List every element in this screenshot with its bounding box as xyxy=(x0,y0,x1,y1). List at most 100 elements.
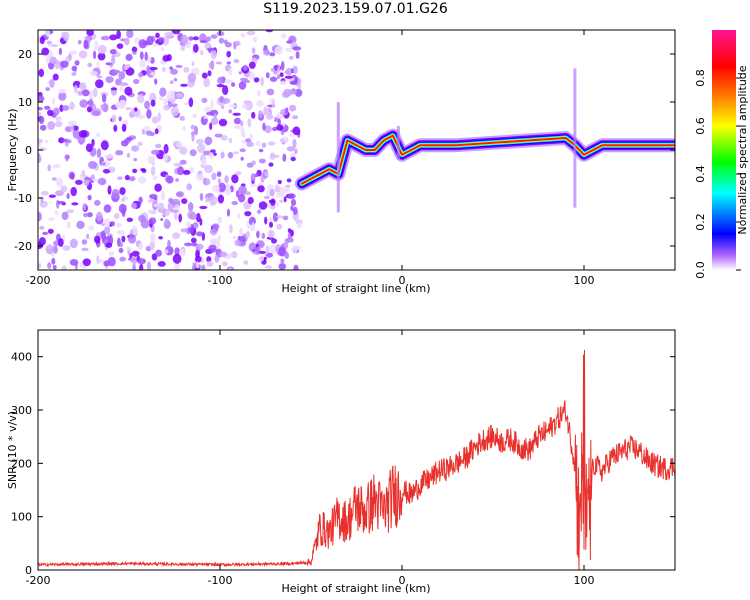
spectrogram-noise-blob xyxy=(255,140,261,147)
spectrogram-noise-blob xyxy=(258,158,266,164)
spectrogram-noise-blob xyxy=(232,151,239,155)
spectrogram-noise-blob xyxy=(78,50,88,59)
spectrogram-noise-blob xyxy=(95,79,104,89)
spectrogram-noise-blob xyxy=(65,154,69,162)
spectrogram-noise-blob xyxy=(216,84,225,88)
spectrogram-noise-blob xyxy=(231,200,238,206)
spectrogram-noise-blob xyxy=(96,148,102,159)
spectrogram-noise-blob xyxy=(70,186,77,197)
spectrogram-noise-blob xyxy=(55,190,64,197)
spectrogram-noise-blob xyxy=(261,232,266,240)
spectrogram-noise xyxy=(38,30,303,270)
spectrogram-noise-blob xyxy=(292,206,298,216)
spectrogram-noise-blob xyxy=(69,259,79,266)
colorbar-tick-label: 0.2 xyxy=(694,213,707,231)
snr-panel: -200 -100 0 100 0 100 200 300 400 Height of str… xyxy=(6,329,676,595)
spectrogram-noise-blob xyxy=(151,149,160,155)
spectrogram-noise-blob xyxy=(203,78,211,88)
spectrogram-noise-blob xyxy=(126,30,134,39)
spectrogram-noise-blob xyxy=(77,90,83,96)
spectrogram-noise-blob xyxy=(201,264,206,270)
spectrogram-noise-blob xyxy=(76,220,85,230)
spectrogram-noise-blob xyxy=(75,179,83,185)
spectrogram-noise-blob xyxy=(160,218,164,221)
spectrogram-noise-blob xyxy=(164,218,169,226)
spectrogram-noise-blob xyxy=(270,198,276,206)
spectrogram-noise-blob xyxy=(94,235,101,244)
spectrogram-noise-blob xyxy=(157,261,166,267)
spectrogram-noise-blob xyxy=(279,199,284,203)
spectrogram-noise-blob xyxy=(199,192,204,201)
spectrogram-noise-blob xyxy=(83,39,89,49)
spectrogram-noise-blob xyxy=(81,239,88,245)
spectrogram-noise-blob xyxy=(167,239,171,250)
spectrogram-noise-blob xyxy=(83,212,89,218)
spectrogram-noise-blob xyxy=(82,202,87,211)
spectrogram-noise-blob xyxy=(118,203,127,214)
spectrogram-noise-blob xyxy=(131,46,138,53)
spectrogram-noise-blob xyxy=(290,156,296,162)
spectrogram-noise-blob xyxy=(137,176,147,184)
spectrogram-noise-blob xyxy=(45,57,52,64)
spectrogram-noise-blob xyxy=(94,199,101,206)
spectrogram-noise-blob xyxy=(268,230,274,238)
spectrogram-noise-blob xyxy=(133,158,138,162)
spectrogram-noise-blob xyxy=(176,141,183,148)
spectrogram-noise-blob xyxy=(54,121,63,128)
spectrogram-noise-blob xyxy=(217,194,225,204)
spectrogram-noise-blob xyxy=(288,133,295,137)
spectrogram-noise-blob xyxy=(169,66,174,70)
spectrogram-noise-blob xyxy=(163,98,168,106)
y-tick-label: 200 xyxy=(11,457,32,470)
spectrogram-noise-blob xyxy=(251,222,255,231)
spectrogram-noise-blob xyxy=(152,176,158,181)
spectrogram-noise-blob xyxy=(126,136,133,142)
spectrogram-noise-blob xyxy=(219,251,227,258)
spectrogram-noise-blob xyxy=(172,232,181,239)
spectrogram-noise-blob xyxy=(119,187,126,195)
spectrogram-noise-blob xyxy=(51,257,56,265)
spectrogram-noise-blob xyxy=(161,47,165,52)
spectrogram-noise-blob xyxy=(236,213,241,219)
spectrogram-noise-blob xyxy=(272,126,278,132)
spectrogram-noise-blob xyxy=(100,35,110,41)
spectrogram-noise-blob xyxy=(233,59,240,64)
spectrogram-noise-blob xyxy=(244,211,252,217)
spectrogram-noise-blob xyxy=(112,69,121,74)
spectrogram-noise-blob xyxy=(295,51,300,59)
spectrogram-noise-blob xyxy=(197,143,206,153)
spectrogram-noise-blob xyxy=(199,205,208,210)
spectrogram-noise-blob xyxy=(258,148,264,153)
spectrogram-noise-blob xyxy=(124,174,130,181)
spectrogram-noise-blob xyxy=(214,254,220,263)
spectrogram-noise-blob xyxy=(71,72,76,76)
spectrogram-noise-blob xyxy=(116,229,126,236)
spectrogram-noise-blob xyxy=(160,190,166,201)
spectrogram-noise-blob xyxy=(233,117,241,125)
spectrogram-noise-blob xyxy=(39,200,48,208)
spectrogram-noise-blob xyxy=(201,72,208,79)
spectrogram-noise-blob xyxy=(269,188,275,197)
spectrogram-noise-blob xyxy=(126,152,131,158)
spectrogram-noise-blob xyxy=(89,70,98,77)
spectrogram-noise-blob xyxy=(283,196,287,203)
spectrogram-noise-blob xyxy=(284,251,290,259)
spectrogram-noise-blob xyxy=(246,30,256,36)
spectrogram-noise-blob xyxy=(101,93,107,103)
spectrogram-noise-blob xyxy=(251,47,256,54)
spectrogram-noise-blob xyxy=(273,70,279,75)
spectrogram-noise-blob xyxy=(125,107,132,111)
spectrogram-noise-blob xyxy=(178,213,182,223)
snr-x-ticks: -200 -100 0 100 xyxy=(26,330,595,587)
spectrogram-noise-blob xyxy=(107,256,116,267)
spectrogram-noise-blob xyxy=(96,75,103,79)
spectrogram-noise-blob xyxy=(87,62,93,68)
spectrogram-noise-blob xyxy=(166,175,174,184)
spectrogram-noise-blob xyxy=(52,164,61,169)
spectrogram-noise-blob xyxy=(91,138,95,147)
spectrogram-noise-blob xyxy=(247,118,252,128)
y-tick-label: 100 xyxy=(11,511,32,524)
spectrogram-noise-blob xyxy=(258,201,268,210)
spectrogram-noise-blob xyxy=(81,247,89,252)
spectrogram-noise-blob xyxy=(233,43,237,50)
